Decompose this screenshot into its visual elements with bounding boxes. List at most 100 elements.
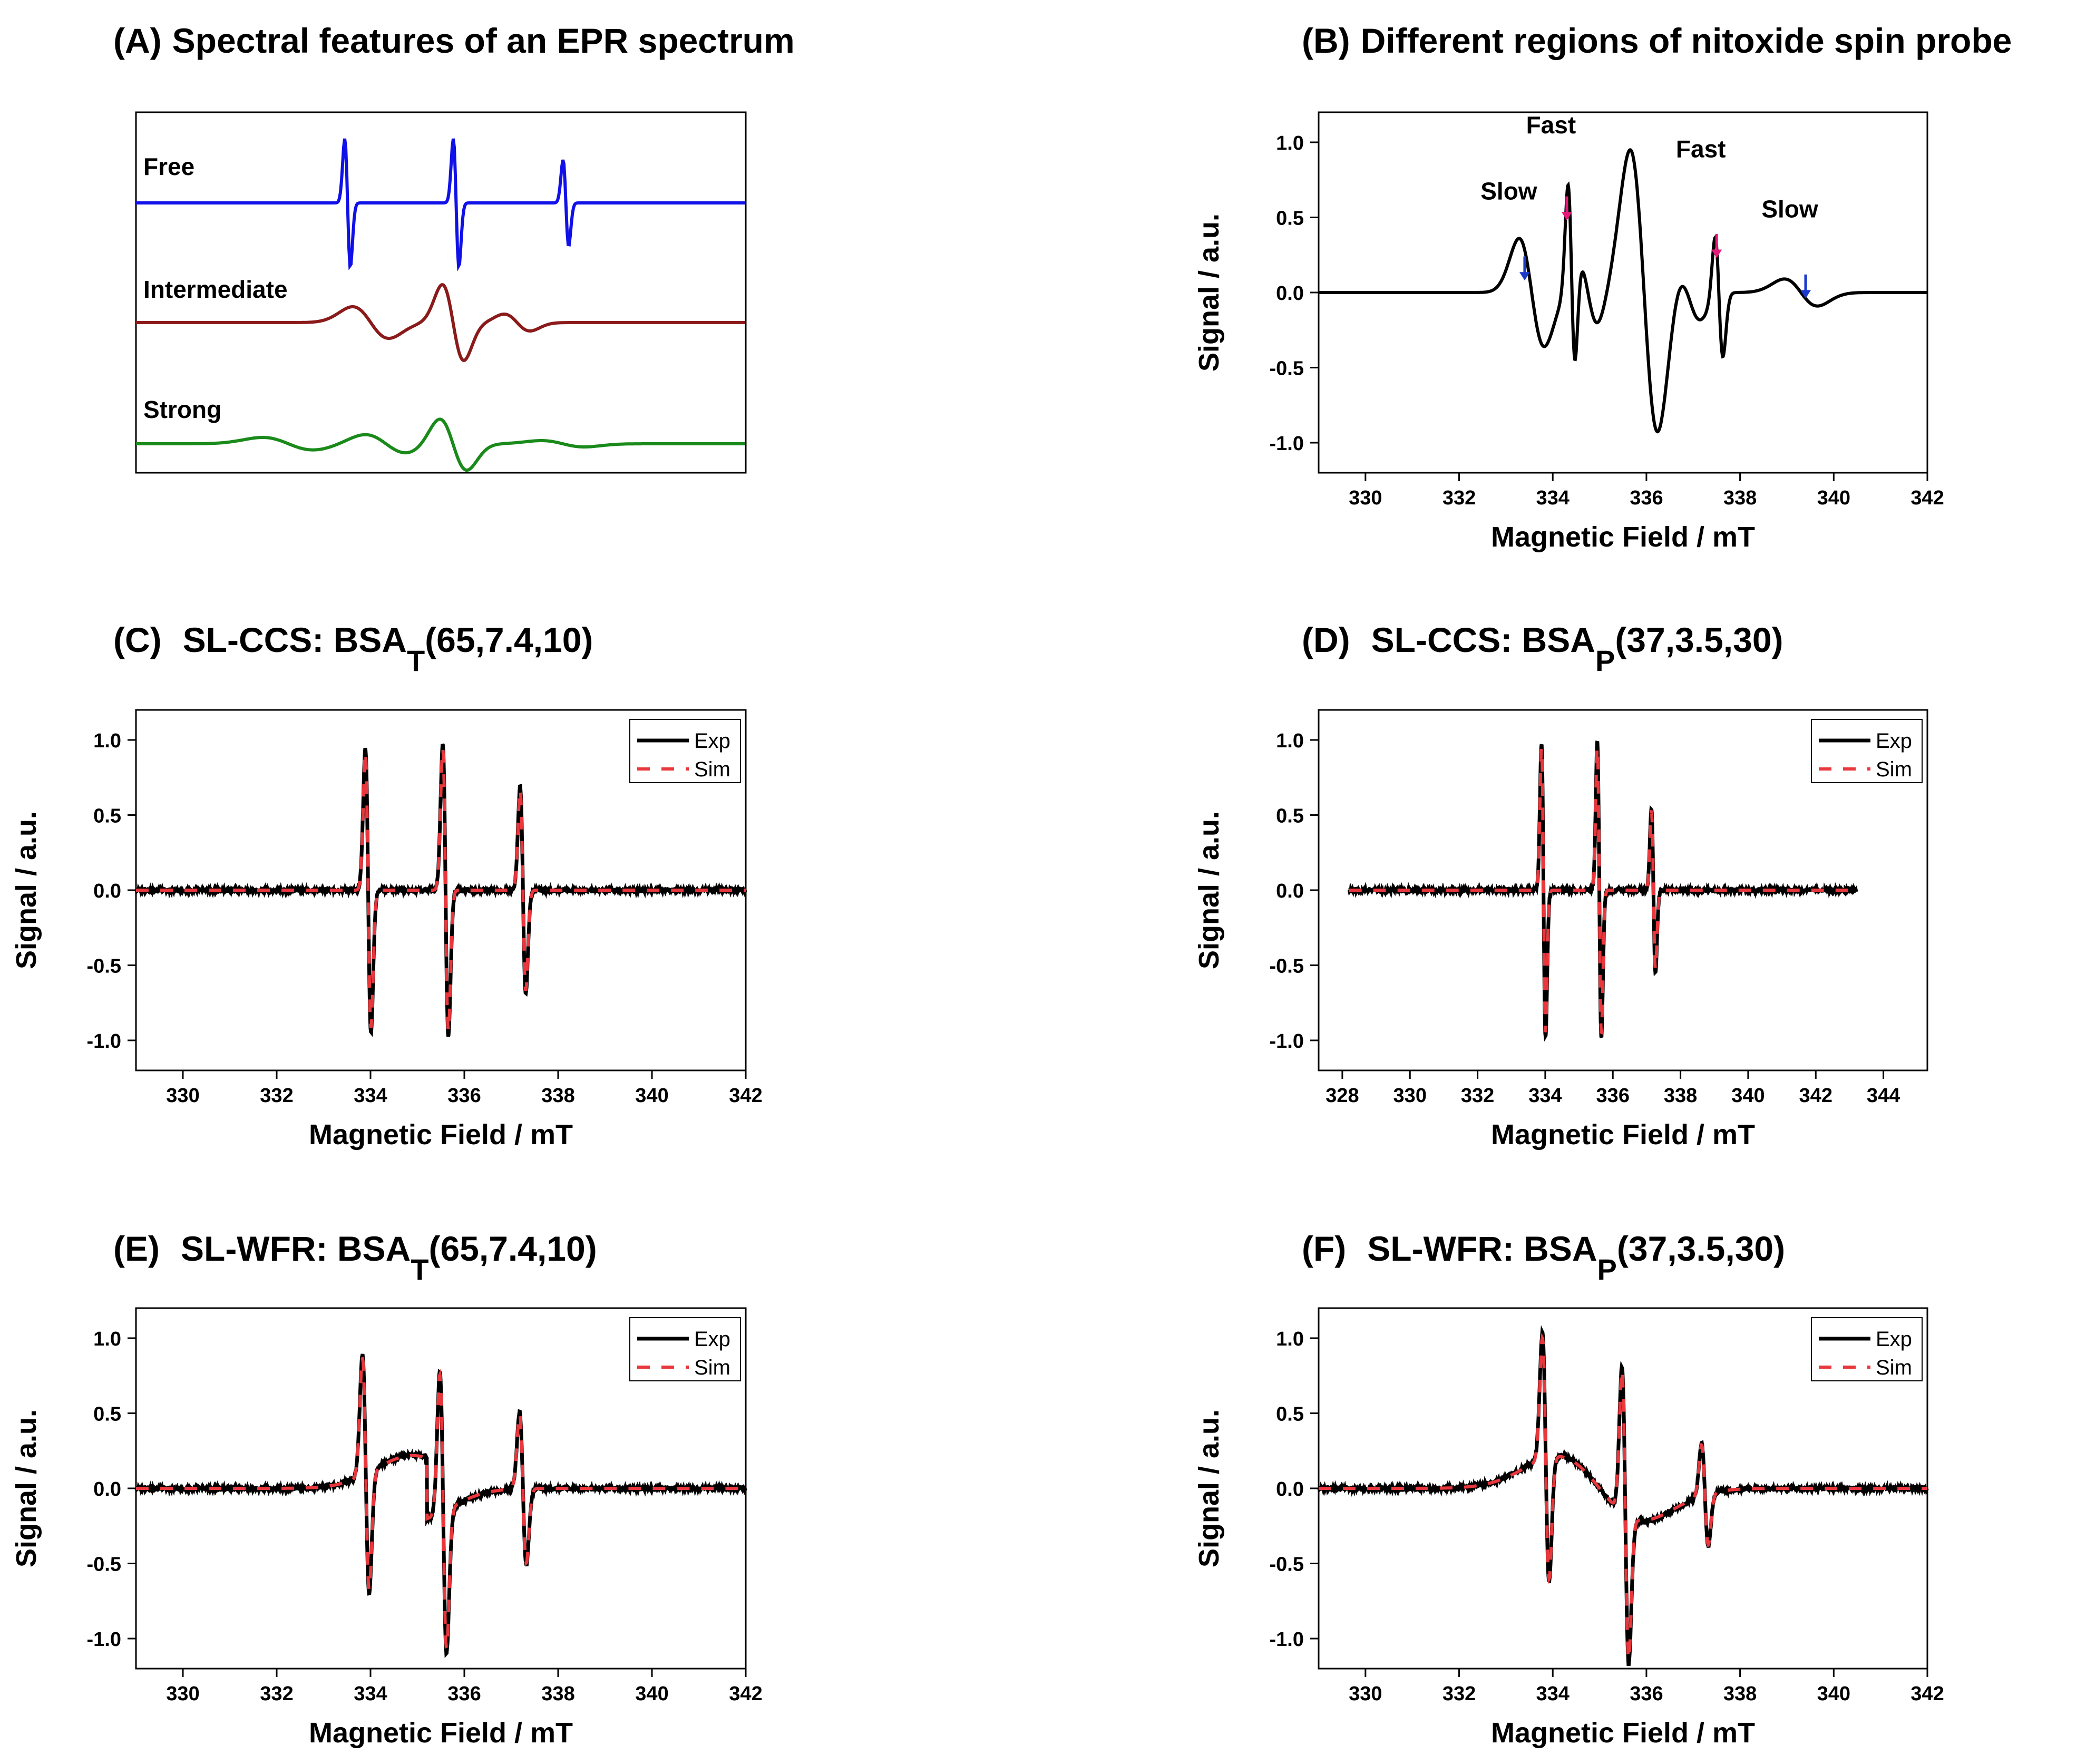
x-axis-label: Magnetic Field / mT [309,1717,573,1749]
x-tick-label-342: 342 [729,1683,762,1705]
annotation-arrow-head-1 [1519,272,1530,281]
y-tick-label-1: 1.0 [1276,730,1304,752]
annotation-arrow-head-2 [1561,212,1572,221]
panel-c-title: (C) SL-CCS: BSAT(65,7.4,10) [113,620,593,677]
panel-d-title: (D) SL-CCS: BSAP(37,3.5,30) [1302,620,1783,677]
strong-spectrum-line [136,417,745,472]
legend-exp-label: Exp [1876,729,1912,753]
x-tick-label-340: 340 [1817,487,1850,509]
x-tick-label-332: 332 [1442,487,1476,509]
panel-a-frame [135,111,747,474]
legend-box [629,719,741,783]
y-axis-label: Signal / a.u. [1193,811,1225,969]
x-tick-label-332: 332 [1461,1085,1494,1107]
free-spectrum-line [136,138,745,272]
x-tick-label-342: 342 [1910,487,1944,509]
x-tick-label-340: 340 [1817,1683,1850,1705]
x-tick-label-338: 338 [1723,1683,1757,1705]
x-tick-label-332: 332 [260,1085,293,1107]
x-axis-label: Magnetic Field / mT [309,1119,573,1151]
y-tick-label-0: 0.0 [93,880,121,902]
y-tick-label--1: -1.0 [87,1030,121,1052]
panel-e-title: (E) SL-WFR: BSAT(65,7.4,10) [113,1229,597,1286]
x-tick-label-332: 332 [260,1683,293,1705]
y-tick-label-0: 0.0 [1276,880,1304,902]
legend-box [629,1317,741,1381]
x-tick-label-334: 334 [354,1085,387,1107]
x-tick-label-330: 330 [166,1683,199,1705]
x-tick-label-342: 342 [1799,1085,1832,1107]
y-tick-label-0.5: 0.5 [1276,208,1304,230]
y-tick-label--0.5: -0.5 [1270,358,1304,380]
intermediate-spectrum-line [136,283,745,363]
x-tick-label-336: 336 [1630,1683,1663,1705]
panel-b: 330 332 334 336 338 340 342 -1.0 -0.5 0.0 0.5 1.0 Ma… [1193,111,1944,553]
x-tick-label-340: 340 [1731,1085,1765,1107]
x-tick-label-336: 336 [1596,1085,1630,1107]
legend-sim-label: Sim [1876,1356,1912,1379]
legend-exp-label: Exp [694,1328,730,1351]
sim-line [1319,1333,1927,1660]
annotation-label-3: Fast [1676,135,1726,163]
x-tick-label-334: 334 [1536,487,1570,509]
y-tick-label-1: 1.0 [1276,1328,1304,1350]
legend-sim-label: Sim [694,758,730,781]
y-tick-label-0.5: 0.5 [1276,805,1304,827]
annotation-arrow-head-3 [1711,249,1722,258]
x-tick-label-330: 330 [1349,1683,1382,1705]
x-tick-label-332: 332 [1442,1683,1476,1705]
x-tick-label-330: 330 [166,1085,199,1107]
x-axis-label: Magnetic Field / mT [1491,1119,1755,1151]
y-tick-label--1: -1.0 [1270,433,1304,455]
y-tick-label--0.5: -0.5 [1270,1554,1304,1576]
x-tick-label-344: 344 [1867,1085,1900,1107]
panel-a: Free Intermediate Strong [135,111,747,474]
x-tick-label-328: 328 [1325,1085,1359,1107]
series-label-strong: Strong [143,396,221,423]
y-tick-label--1: -1.0 [87,1629,121,1651]
x-tick-label-336: 336 [447,1085,481,1107]
y-axis-label: Signal / a.u. [1193,1409,1225,1567]
sim-line [136,1357,746,1653]
legend-exp-label: Exp [1876,1328,1912,1351]
y-tick-label-0.5: 0.5 [1276,1404,1304,1426]
series-label-free: Free [143,153,194,180]
y-axis-label: Signal / a.u. [1193,213,1225,372]
x-tick-label-334: 334 [1536,1683,1570,1705]
x-tick-label-336: 336 [447,1683,481,1705]
y-tick-label-1: 1.0 [93,730,121,752]
x-tick-label-338: 338 [541,1085,574,1107]
annotation-arrow-head-4 [1800,290,1811,299]
panel-e: 330 332 334 336 338 340 342 -1.0 -0.5 0.0 0.5 1.0 Ma… [11,1307,763,1749]
panel-d: 328 330 332 334 336 338 340 342 344 -1.0 -0.5 0.0 0.… [1193,709,1928,1151]
annotation-label-2: Fast [1526,111,1576,139]
y-tick-label--1: -1.0 [1270,1629,1304,1651]
panel-f: 330 332 334 336 338 340 342 -1.0 -0.5 0.0 0.5 1.0 Ma… [1193,1307,1944,1749]
legend-sim-label: Sim [694,1356,730,1379]
y-axis-label: Signal / a.u. [11,1409,42,1567]
legend-sim-label: Sim [1876,758,1912,781]
x-tick-label-340: 340 [635,1085,668,1107]
y-tick-label-1: 1.0 [1276,132,1304,154]
legend-exp-label: Exp [694,729,730,753]
legend-box [1811,719,1923,783]
y-tick-label-0: 0.0 [93,1478,121,1500]
annotation-label-1: Slow [1480,177,1537,204]
x-tick-label-334: 334 [354,1683,387,1705]
x-axis-label: Magnetic Field / mT [1491,1717,1755,1749]
y-axis-label: Signal / a.u. [11,811,42,969]
x-tick-label-334: 334 [1528,1085,1562,1107]
y-tick-label-0.5: 0.5 [93,1404,121,1426]
y-tick-label-0.5: 0.5 [93,805,121,827]
y-tick-label--0.5: -0.5 [87,1554,121,1576]
x-tick-label-342: 342 [1910,1683,1944,1705]
y-tick-label--1: -1.0 [1270,1030,1304,1052]
y-tick-label--0.5: -0.5 [1270,956,1304,978]
panel-a-title: (A) Spectral features of an EPR spectrum [113,21,795,60]
panel-f-title: (F) SL-WFR: BSAP(37,3.5,30) [1302,1229,1785,1286]
x-tick-label-330: 330 [1349,487,1382,509]
x-axis-label: Magnetic Field / mT [1491,521,1755,553]
y-tick-label-0: 0.0 [1276,282,1304,305]
